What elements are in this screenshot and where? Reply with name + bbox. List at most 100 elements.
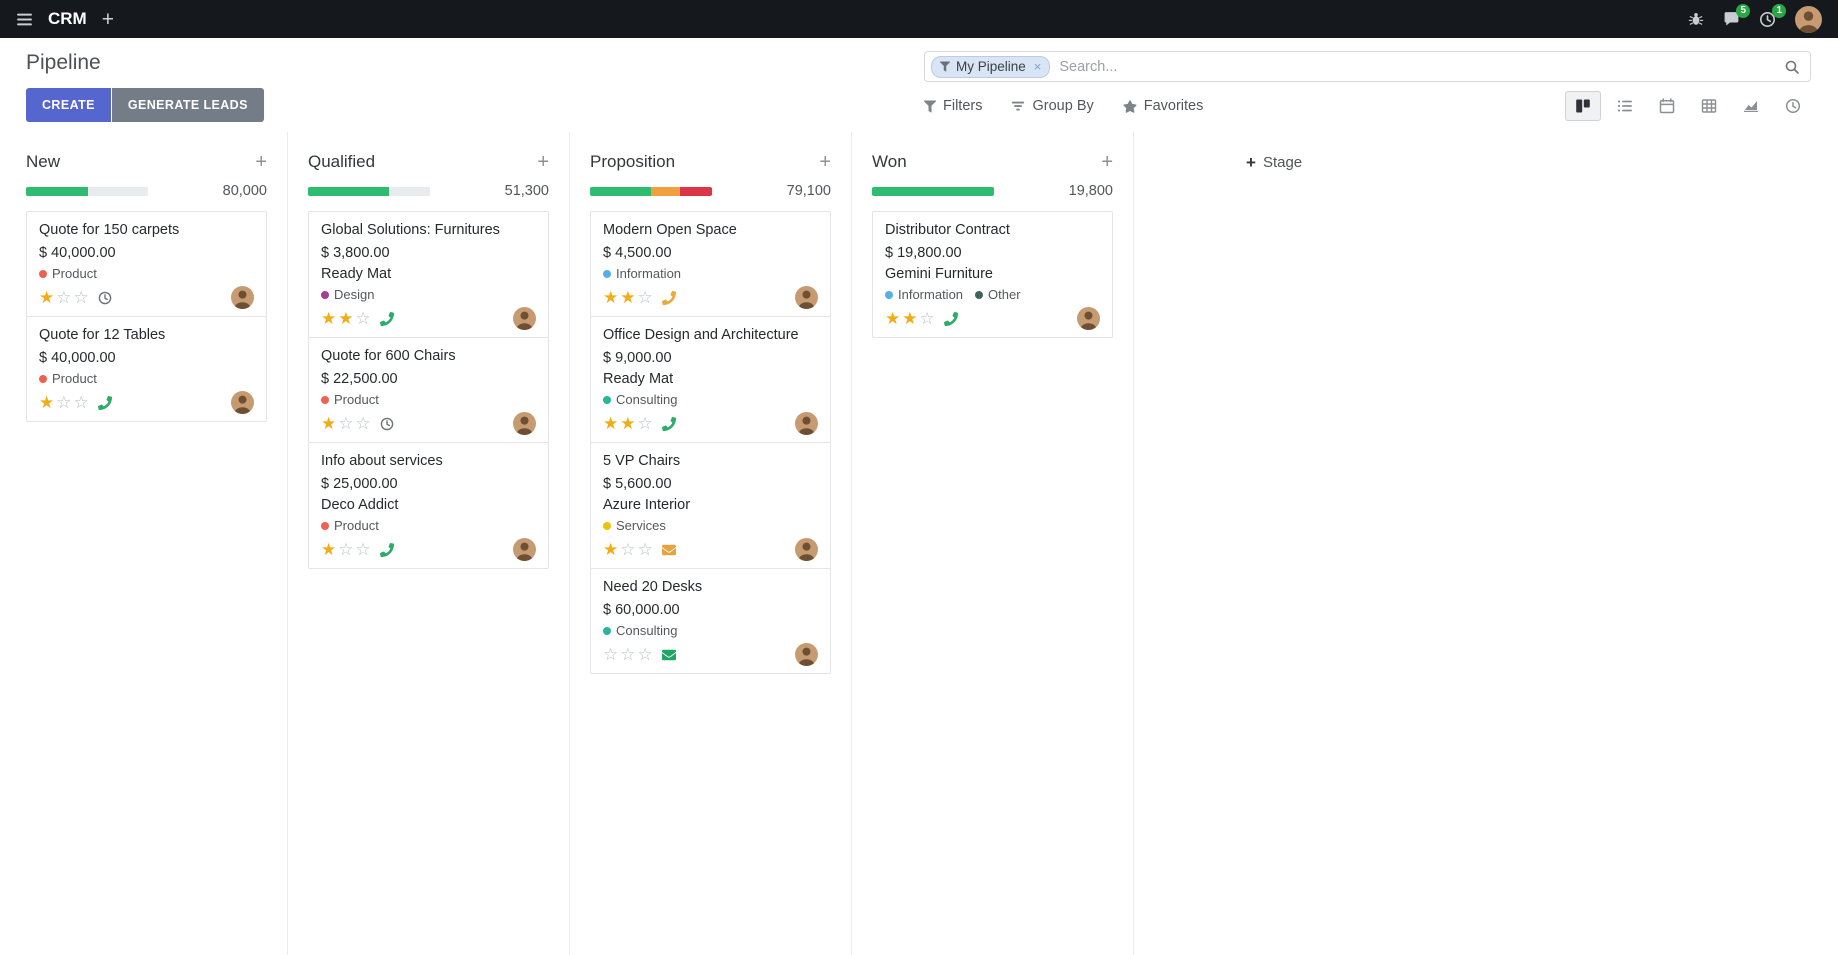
clock-activity-icon[interactable] (98, 291, 112, 305)
envelope-activity-icon[interactable] (661, 543, 676, 557)
priority-star-icon[interactable]: ☆ (637, 414, 653, 433)
kanban-card[interactable]: Quote for 150 carpets $ 40,000.00 Product ★… (26, 211, 267, 317)
facet-remove-icon[interactable]: × (1033, 59, 1042, 74)
priority-stars[interactable]: ★ ☆ ☆ (603, 541, 653, 558)
priority-star-icon[interactable]: ☆ (919, 309, 935, 328)
priority-star-icon[interactable]: ☆ (603, 645, 619, 664)
priority-star-icon[interactable]: ☆ (56, 393, 72, 412)
priority-star-icon[interactable]: ☆ (56, 288, 72, 307)
priority-stars[interactable]: ★ ☆ ☆ (321, 541, 371, 558)
priority-star-icon[interactable]: ★ (620, 288, 636, 307)
priority-stars[interactable]: ★ ☆ ☆ (39, 394, 89, 411)
apps-menu-icon[interactable] (16, 11, 33, 28)
priority-star-icon[interactable]: ★ (321, 414, 337, 433)
search-bar[interactable]: My Pipeline × (924, 51, 1811, 82)
group-by-menu[interactable]: Group By (1011, 98, 1094, 114)
kanban-card[interactable]: Office Design and Architecture $ 9,000.00… (590, 316, 831, 443)
messages-icon[interactable]: 5 (1723, 4, 1750, 27)
user-avatar[interactable] (1795, 5, 1822, 33)
priority-star-icon[interactable]: ★ (603, 540, 619, 559)
debug-bug-icon[interactable] (1688, 11, 1704, 27)
progress-segment-success[interactable] (590, 186, 651, 196)
priority-star-icon[interactable]: ☆ (637, 288, 653, 307)
priority-stars[interactable]: ★ ☆ ☆ (321, 415, 371, 432)
phone-activity-icon[interactable] (661, 416, 676, 431)
favorites-menu[interactable]: Favorites (1123, 98, 1203, 114)
stage-progressbar[interactable] (308, 186, 430, 196)
nav-plus-icon[interactable]: + (101, 7, 114, 31)
stage-quick-add-icon[interactable]: + (1101, 151, 1113, 173)
stage-quick-add-icon[interactable]: + (255, 151, 267, 173)
search-facet[interactable]: My Pipeline × (931, 55, 1051, 78)
priority-stars[interactable]: ★ ★ ☆ (885, 310, 935, 327)
priority-star-icon[interactable]: ☆ (338, 540, 354, 559)
kanban-card[interactable]: Need 20 Desks $ 60,000.00 Consulting ☆ ☆ ☆ (590, 568, 831, 674)
filters-menu[interactable]: Filters (924, 98, 982, 114)
kanban-view-icon[interactable] (1565, 91, 1601, 121)
priority-star-icon[interactable]: ★ (885, 309, 901, 328)
priority-stars[interactable]: ★ ☆ ☆ (39, 289, 89, 306)
priority-star-icon[interactable]: ☆ (620, 645, 636, 664)
progress-segment-danger[interactable] (680, 186, 712, 196)
progress-segment-success[interactable] (26, 186, 89, 196)
kanban-card[interactable]: Info about services $ 25,000.00 Deco Addic… (308, 442, 549, 569)
priority-stars[interactable]: ☆ ☆ ☆ (603, 646, 653, 663)
clock-activity-icon[interactable] (380, 417, 394, 431)
phone-activity-icon[interactable] (661, 290, 676, 305)
salesperson-avatar[interactable] (513, 307, 536, 330)
priority-stars[interactable]: ★ ★ ☆ (603, 289, 653, 306)
stage-name[interactable]: New (26, 152, 61, 171)
priority-star-icon[interactable]: ☆ (355, 309, 371, 328)
priority-star-icon[interactable]: ★ (902, 309, 918, 328)
priority-star-icon[interactable]: ★ (39, 288, 55, 307)
progress-segment-muted[interactable] (88, 186, 148, 196)
priority-star-icon[interactable]: ☆ (637, 645, 653, 664)
priority-star-icon[interactable]: ☆ (338, 414, 354, 433)
kanban-card[interactable]: Distributor Contract $ 19,800.00 Gemini Fu… (872, 211, 1113, 338)
priority-stars[interactable]: ★ ★ ☆ (603, 415, 653, 432)
progress-segment-success[interactable] (872, 186, 994, 196)
phone-activity-icon[interactable] (943, 311, 958, 326)
salesperson-avatar[interactable] (513, 412, 536, 435)
stage-name[interactable]: Proposition (590, 152, 676, 171)
priority-stars[interactable]: ★ ★ ☆ (321, 310, 371, 327)
salesperson-avatar[interactable] (231, 391, 254, 414)
search-icon[interactable] (1784, 59, 1800, 75)
priority-star-icon[interactable]: ★ (321, 309, 337, 328)
calendar-view-icon[interactable] (1649, 91, 1685, 121)
kanban-card[interactable]: Global Solutions: Furnitures $ 3,800.00 Re… (308, 211, 549, 338)
list-view-icon[interactable] (1607, 91, 1643, 121)
progress-segment-muted[interactable] (388, 186, 430, 196)
salesperson-avatar[interactable] (1077, 307, 1100, 330)
kanban-card[interactable]: Quote for 600 Chairs $ 22,500.00 Product ★ ☆… (308, 337, 549, 443)
graph-view-icon[interactable] (1733, 91, 1769, 121)
envelope-activity-icon[interactable] (661, 648, 676, 662)
stage-name[interactable]: Won (872, 152, 907, 171)
kanban-card[interactable]: Quote for 12 Tables $ 40,000.00 Product ★ ☆ ☆ (26, 316, 267, 422)
priority-star-icon[interactable]: ★ (39, 393, 55, 412)
priority-star-icon[interactable]: ☆ (620, 540, 636, 559)
salesperson-avatar[interactable] (795, 538, 818, 561)
stage-progressbar[interactable] (590, 186, 712, 196)
stage-progressbar[interactable] (26, 186, 148, 196)
phone-activity-icon[interactable] (379, 542, 394, 557)
add-stage-button[interactable]: + Stage (1246, 154, 1416, 171)
stage-name[interactable]: Qualified (308, 152, 376, 171)
create-button[interactable]: CREATE (26, 88, 111, 122)
pivot-view-icon[interactable] (1691, 91, 1727, 121)
priority-star-icon[interactable]: ★ (321, 540, 337, 559)
salesperson-avatar[interactable] (231, 286, 254, 309)
stage-quick-add-icon[interactable]: + (537, 151, 549, 173)
app-name[interactable]: CRM (48, 9, 87, 28)
search-input[interactable] (1059, 58, 1775, 75)
generate-leads-button[interactable]: GENERATE LEADS (111, 88, 264, 122)
salesperson-avatar[interactable] (795, 286, 818, 309)
salesperson-avatar[interactable] (795, 412, 818, 435)
priority-star-icon[interactable]: ☆ (355, 540, 371, 559)
kanban-card[interactable]: 5 VP Chairs $ 5,600.00 Azure Interior Servi… (590, 442, 831, 569)
priority-star-icon[interactable]: ☆ (73, 288, 89, 307)
stage-quick-add-icon[interactable]: + (819, 151, 831, 173)
phone-activity-icon[interactable] (379, 311, 394, 326)
priority-star-icon[interactable]: ★ (603, 414, 619, 433)
stage-progressbar[interactable] (872, 186, 994, 196)
